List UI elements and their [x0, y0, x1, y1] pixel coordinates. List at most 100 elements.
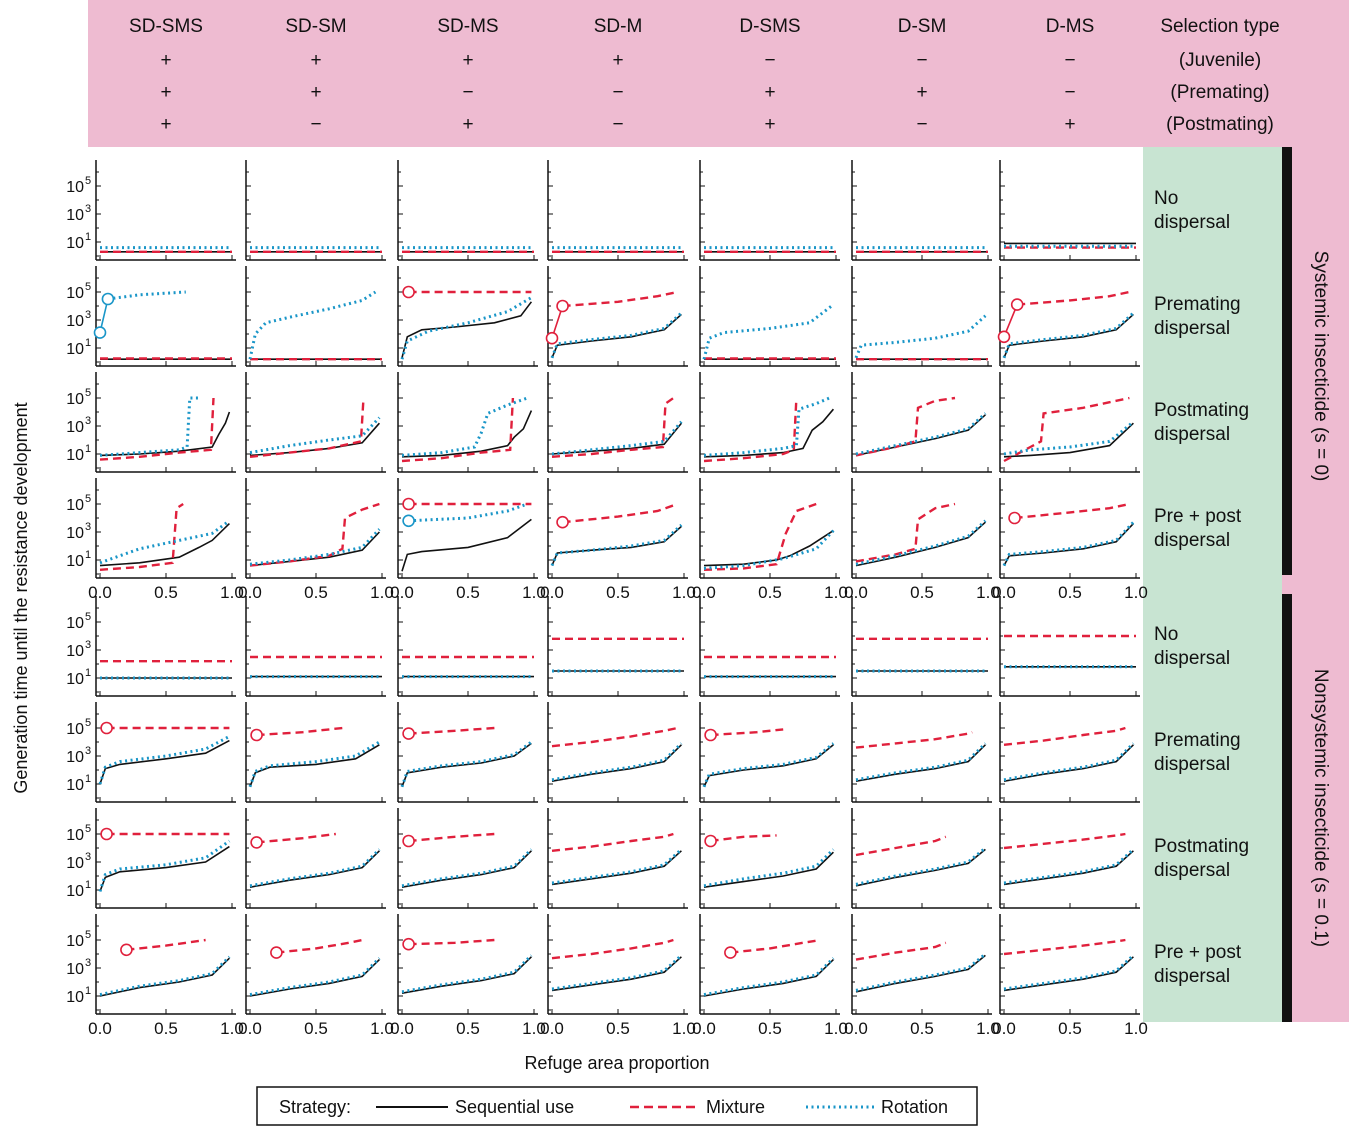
panel-r1-c2: [245, 160, 386, 261]
series-mixture: [408, 938, 495, 946]
series-rotation: [400, 740, 533, 788]
y-tick-exponent: 1: [85, 773, 91, 785]
series-sequential: [249, 959, 380, 997]
y-tick-label: 10: [66, 313, 84, 330]
y-tick-exponent: 5: [85, 929, 91, 941]
header-layer: SD-SMS SD-SM SD-MS SD-M D-SMS D-SM D-MS Selecti…: [129, 16, 1280, 135]
x-tick-label: 0.5: [606, 583, 630, 602]
selection-sign: +: [612, 50, 623, 71]
series-sequential: [1003, 313, 1134, 359]
panel-r8-c4: 0.0 0.5 1.0: [540, 914, 696, 1038]
series-mixture: [551, 397, 675, 458]
x-tick-label: 0.0: [992, 583, 1016, 602]
panel-r4-c4: 0.0 0.5 1.0: [540, 478, 696, 602]
panel-r3-c7: [999, 372, 1140, 473]
panel-r8-c7: 0.0 0.5 1.0: [992, 914, 1148, 1038]
series-rotation: [703, 529, 835, 570]
panel-r4-c6: 0.0 0.5 1.0: [844, 478, 1000, 602]
series-sequential: [703, 959, 834, 997]
header-background: [88, 0, 1349, 147]
marker-mixture: [402, 937, 415, 951]
series-sequential: [1003, 523, 1134, 566]
series-rotation: [249, 957, 381, 997]
x-tick-label: 1.0: [672, 583, 696, 602]
series-sequential: [855, 414, 986, 457]
selection-sign: +: [160, 50, 171, 71]
selection-row-label: (Premating): [1170, 82, 1269, 103]
series-rotation: [107, 290, 186, 301]
x-tick-label: 0.5: [606, 1019, 630, 1038]
selection-sign: −: [1064, 50, 1075, 71]
x-tick-label: 0.0: [88, 583, 112, 602]
series-sequential: [249, 422, 381, 457]
y-axis-label: Generation time until the resistance dev…: [11, 402, 31, 793]
panel-r2-c2: [245, 266, 386, 367]
marker-mixture: [250, 728, 263, 742]
series-rotation: [249, 528, 381, 566]
x-tick-label: 0.0: [844, 1019, 868, 1038]
y-tick-exponent: 5: [85, 717, 91, 729]
group-label: Nonsystemic insecticide (s = 0.1): [1310, 669, 1331, 947]
panel-r2-c3: [397, 266, 538, 367]
y-tick-exponent: 3: [85, 415, 91, 427]
panel-r7-c7: [999, 808, 1140, 909]
series-mixture: [408, 832, 495, 843]
panel-r7-c6: [851, 808, 992, 909]
series-rotation: [855, 412, 987, 456]
selection-sign: +: [764, 82, 775, 103]
y-tick-exponent: 5: [85, 387, 91, 399]
panel-r7-c3: [397, 808, 538, 909]
series-mixture: [408, 726, 495, 735]
row-label-text: dispersal: [1154, 318, 1230, 339]
row-label-text: dispersal: [1154, 966, 1230, 987]
y-tick-label: 10: [66, 749, 84, 766]
series-mixture: [855, 731, 973, 749]
legend-box: [256, 1086, 978, 1126]
series-sequential: [401, 742, 532, 788]
series-rotation: [401, 848, 533, 888]
panel-r4-c2: 0.0 0.5 1.0: [238, 478, 394, 602]
series-mixture: [730, 938, 821, 954]
x-tick-label: 0.0: [390, 1019, 414, 1038]
row-label-text: dispersal: [1154, 212, 1230, 233]
series-rotation: [249, 416, 381, 455]
y-tick-label: 10: [66, 827, 84, 844]
row-label-text: Premating: [1154, 730, 1241, 751]
series-mixture: [256, 832, 336, 844]
group-bar-systemic: [1282, 147, 1292, 575]
panel-r6-c6: [851, 702, 992, 803]
selection-sign: −: [462, 82, 473, 103]
series-rotation: [408, 502, 528, 523]
marker-mixture: [545, 331, 559, 345]
series-mixture: [99, 397, 215, 461]
marker-mixture: [704, 728, 717, 742]
legend-title: Strategy:: [279, 1097, 351, 1117]
selection-sign: −: [916, 114, 927, 135]
series-rotation: [401, 396, 528, 457]
marker-mixture: [100, 827, 113, 841]
series-sequential: [401, 850, 532, 888]
selection-sign: +: [160, 82, 171, 103]
x-tick-label: 0.5: [1058, 583, 1082, 602]
y-tick-exponent: 5: [85, 493, 91, 505]
y-tick-label: 10: [66, 285, 84, 302]
selection-sign: −: [1064, 82, 1075, 103]
series-rotation: [855, 742, 987, 782]
y-tick-label: 10: [66, 419, 84, 436]
y-tick-label: 10: [66, 525, 84, 542]
row-label-text: dispersal: [1154, 648, 1230, 669]
y-tick-exponent: 5: [85, 823, 91, 835]
y-tick-label: 10: [66, 497, 84, 514]
series-rotation: [854, 314, 987, 359]
series-mixture: [401, 397, 515, 463]
y-tick-exponent: 1: [85, 985, 91, 997]
series-sequential: [703, 408, 835, 458]
column-header-sd-sms: SD-SMS: [129, 16, 203, 37]
x-tick-label: 0.5: [304, 583, 328, 602]
series-rotation: [1003, 420, 1135, 456]
selection-sign: −: [612, 82, 623, 103]
x-tick-label: 0.5: [154, 1019, 178, 1038]
